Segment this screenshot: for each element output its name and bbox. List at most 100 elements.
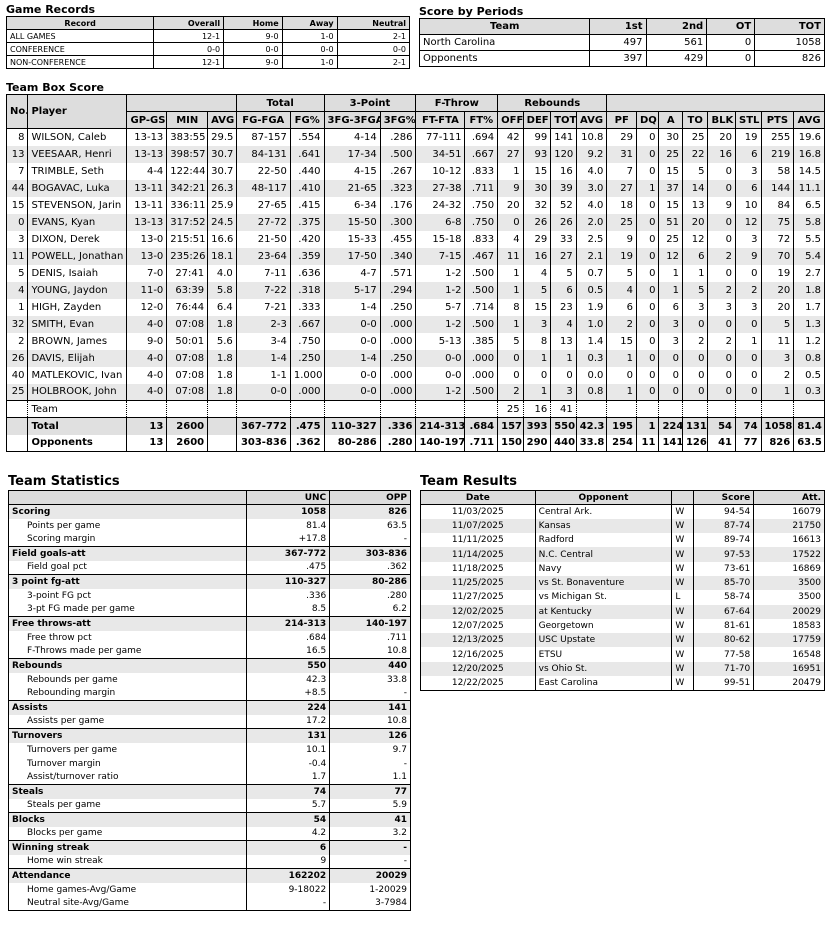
team-results-cell: W (671, 518, 695, 534)
team-stats-row: Assist/turnover ratio 1.7 1.1 (8, 770, 411, 785)
box-score-cell: 5-17 (324, 281, 381, 299)
box-score-cell: .267 (380, 162, 417, 180)
box-score-cell: 42.3 (576, 417, 608, 435)
team-stats-label: Field goals-att (8, 546, 248, 561)
team-stats-unc: .475 (246, 560, 331, 575)
score-periods-cell: 497 (589, 34, 647, 51)
box-score-cell: .280 (380, 434, 417, 452)
team-results-row: 11/14/2025 N.C. Central W 97-53 17522 (420, 547, 825, 562)
box-score-cell (290, 400, 325, 418)
team-results-cell: 67-64 (693, 604, 755, 619)
team-results-cell: 12/22/2025 (420, 676, 536, 691)
box-score-cell: 0 (636, 366, 660, 384)
team-results-row: 12/20/2025 vs Ohio St. W 71-70 16951 (420, 661, 825, 677)
team-stats-opp: 5.9 (329, 798, 411, 813)
box-score-cell: HIGH, Zayden (27, 298, 128, 316)
team-results-cell: 20029 (753, 604, 825, 619)
team-stats-label: Rebounds (8, 658, 248, 673)
box-score-cell: 25 (658, 145, 683, 163)
team-stats-header: OPP (329, 490, 411, 505)
box-score-cell: 0 (707, 366, 737, 384)
box-score-cell: 93 (523, 145, 552, 163)
box-score-cell: 6-8 (415, 213, 466, 231)
box-score-cell: 16 (523, 400, 552, 418)
team-stats-opp: 80-286 (329, 574, 411, 589)
team-results-cell: 12/02/2025 (420, 604, 536, 619)
box-score-cell: 31 (606, 145, 637, 163)
box-score-cell: 6-34 (324, 196, 381, 214)
box-score-cell: .286 (380, 128, 417, 146)
box-score-cell: 150 (497, 434, 524, 452)
box-score-cell: 2600 (166, 417, 209, 435)
team-results-cell: L (671, 590, 695, 605)
team-results-cell: 16079 (753, 504, 825, 519)
score-periods-header: OT (706, 18, 756, 35)
box-score-cell: POWELL, Jonathan (27, 247, 128, 265)
box-score-cell: 10.8 (576, 128, 608, 146)
box-score-cell: 0-0 (324, 315, 381, 333)
team-stats-opp: 1-20029 (329, 882, 411, 897)
team-stats-unc: 16.5 (246, 644, 331, 659)
box-score-cell: 0 (636, 281, 660, 299)
box-score-cell: .500 (464, 281, 499, 299)
game-records-header: Record (5, 16, 155, 30)
game-records-title: Game Records (6, 3, 96, 16)
box-header-col: PF (606, 111, 637, 129)
box-score-cell: 0 (682, 315, 709, 333)
box-score-cell (415, 400, 466, 418)
game-records-cell: 0-0 (153, 42, 225, 56)
game-records-cell: 2-1 (336, 29, 411, 43)
box-score-cell: 0 (735, 264, 762, 282)
box-score-cell: 07:08 (166, 315, 209, 333)
game-records-cell: 12-1 (153, 55, 225, 69)
team-stats-opp: 41 (329, 812, 411, 827)
box-score-cell: 1 (636, 179, 660, 197)
score-periods-cell: 397 (589, 50, 647, 67)
box-score-cell: 19 (761, 264, 795, 282)
box-header-col: MIN (166, 111, 209, 129)
box-score-cell: 440 (550, 434, 577, 452)
team-results-cell: Navy (535, 561, 673, 576)
box-header-col: FT-FTA (415, 111, 466, 129)
box-score-cell: 5 (6, 264, 29, 282)
team-stats-row: Points per game 81.4 63.5 (8, 518, 411, 533)
box-score-cell: 6 (550, 281, 577, 299)
box-score-cell: 07:08 (166, 349, 209, 367)
box-score-cell: 0-0 (324, 332, 381, 350)
score-periods-header: TOT (754, 18, 825, 35)
team-results-cell: 12/16/2025 (420, 647, 536, 662)
box-score-cell: 9 (606, 230, 637, 248)
box-score-cell: 58 (761, 162, 795, 180)
team-stats-label: Winning streak (8, 840, 248, 855)
team-results-row: 12/22/2025 East Carolina W 99-51 20479 (420, 676, 825, 691)
box-score-cell: .714 (464, 298, 499, 316)
box-score-cell: 74 (735, 417, 762, 435)
box-score-cell: 52 (550, 196, 577, 214)
box-score-cell: 1.0 (576, 315, 608, 333)
team-stats-label: Scoring margin (8, 532, 248, 547)
team-stats-row: Scoring 1058 826 (8, 504, 411, 519)
box-score-cell: 27 (550, 247, 577, 265)
box-score-cell: 2600 (166, 434, 209, 452)
box-score-cell: 51 (658, 213, 683, 231)
team-stats-opp: - (329, 532, 411, 547)
box-score-cell: 2 (735, 281, 762, 299)
box-score-cell: 7 (6, 162, 29, 180)
box-header-group: 3-Point (323, 94, 417, 112)
box-score-cell: 1.8 (207, 315, 237, 333)
team-stats-unc: 6 (246, 840, 331, 855)
team-stats-label: Points per game (8, 518, 248, 533)
box-score-cell: 0 (636, 145, 660, 163)
box-score-cell: 25 (6, 383, 29, 401)
box-score-cell: 336:11 (166, 196, 209, 214)
box-score-cell: 11 (761, 332, 795, 350)
team-stats-label: 3-pt FG made per game (8, 602, 248, 617)
box-score-cell: 2.1 (576, 247, 608, 265)
team-stats-opp: 20029 (329, 868, 411, 883)
team-stats-label: Assists (8, 700, 248, 715)
box-score-cell: 550 (550, 417, 577, 435)
box-score-cell: 84 (761, 196, 795, 214)
box-score-cell: .294 (380, 281, 417, 299)
team-stats-row: Assists 224 141 (8, 700, 411, 715)
box-score-cell: 21-50 (236, 230, 291, 248)
